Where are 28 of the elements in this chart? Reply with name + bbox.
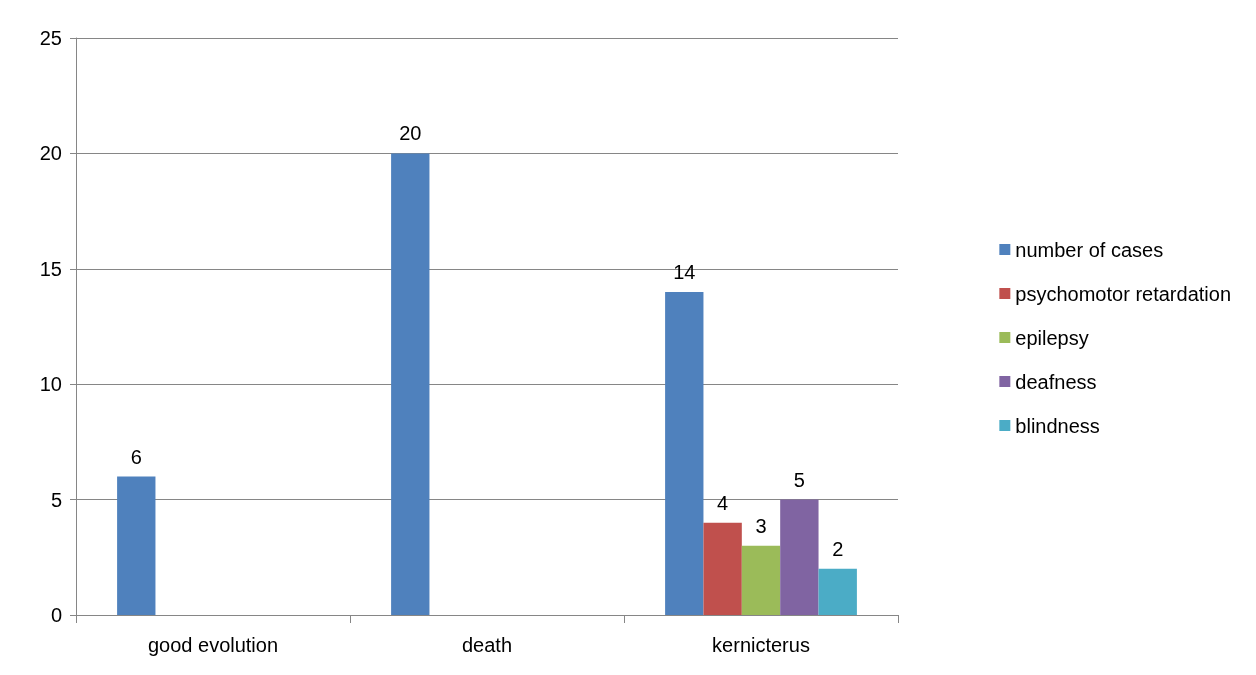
bar — [391, 153, 430, 615]
y-tick-label: 15 — [39, 257, 62, 280]
y-tick-label: 0 — [50, 604, 62, 626]
data-label: 6 — [130, 445, 142, 468]
bar — [818, 568, 857, 615]
legend-label: deafness — [1015, 370, 1097, 393]
bar — [665, 291, 704, 615]
y-tick-label: 25 — [39, 27, 62, 49]
bar — [780, 499, 819, 615]
data-label: 3 — [755, 514, 767, 537]
bar — [117, 476, 156, 615]
legend-label: psychomotor retardation — [1015, 282, 1232, 305]
bar — [703, 522, 742, 615]
data-label: 4 — [717, 491, 729, 514]
data-label: 20 — [399, 122, 422, 145]
legend-label: blindness — [1015, 414, 1100, 437]
legend-label: epilepsy — [1015, 326, 1089, 349]
data-label: 5 — [793, 468, 805, 491]
x-tick-label: good evolution — [147, 634, 279, 656]
y-tick-label: 20 — [39, 142, 62, 165]
bar — [741, 545, 781, 615]
y-tick-label: 5 — [50, 488, 62, 511]
data-label: 2 — [832, 537, 844, 560]
y-tick-label: 10 — [39, 373, 62, 396]
data-label: 14 — [673, 260, 696, 283]
legend-label: number of cases — [1015, 238, 1164, 261]
x-tick-label: death — [461, 634, 513, 656]
x-tick-label: kernicterus — [712, 634, 810, 656]
